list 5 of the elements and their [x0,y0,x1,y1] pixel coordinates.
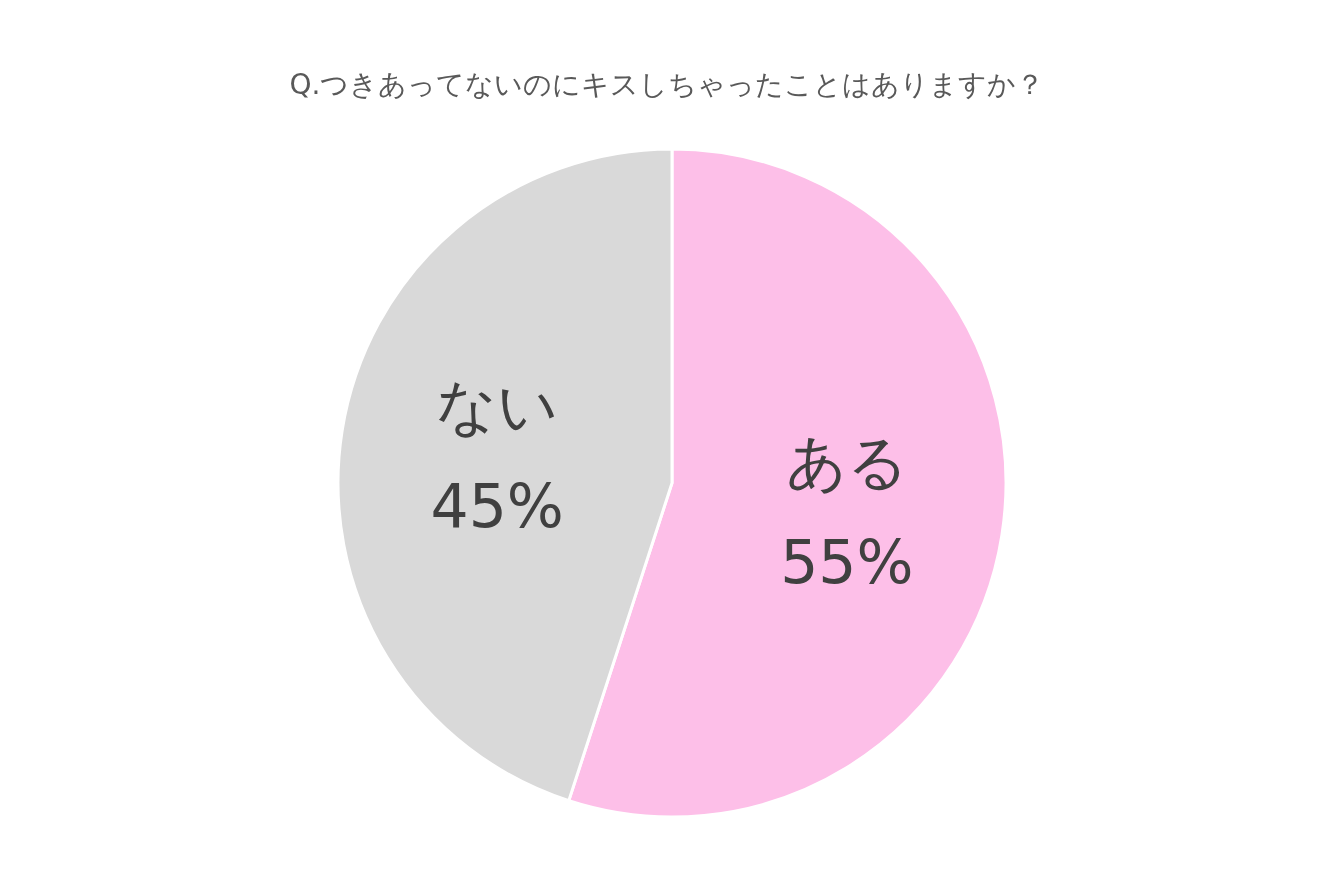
chart-title: Q.つきあってないのにキスしちゃったことはありますか？ [288,67,1046,103]
slice-label: ある [785,426,908,497]
data-label: 45% [430,471,564,542]
data-label: 55% [780,526,914,597]
slice-label: ない [436,371,559,442]
